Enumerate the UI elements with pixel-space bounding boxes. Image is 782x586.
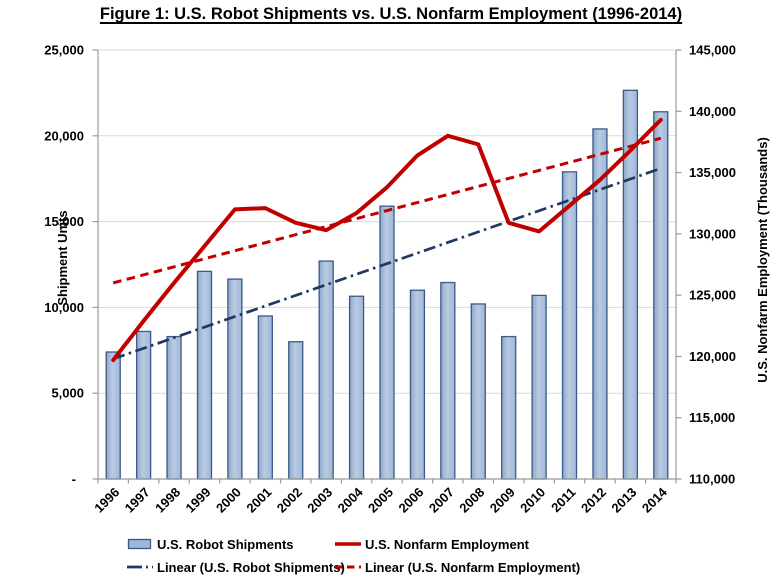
x-tick-label-2014: 2014	[639, 484, 671, 516]
left-axis-title: Shipment Units	[55, 210, 70, 306]
left-axis-tick-label: 5,000	[51, 386, 84, 401]
legend-label-nonfarm-employment: U.S. Nonfarm Employment	[365, 536, 529, 552]
right-axis-tick-label: 140,000	[689, 104, 736, 119]
x-tick-label-1996: 1996	[91, 485, 122, 516]
right-axis-title: U.S. Nonfarm Employment (Thousands)	[755, 137, 770, 383]
x-tick-label-2005: 2005	[365, 485, 396, 516]
bar-2000	[227, 278, 243, 480]
bar-2006	[409, 289, 426, 480]
bar-2011	[561, 171, 578, 480]
left-axis-tick-label: -	[72, 472, 76, 487]
legend-label-linear-robot-shipments: Linear (U.S. Robot Shipments)	[157, 559, 345, 575]
bar-2009	[501, 335, 517, 480]
left-axis-tick-label: 20,000	[44, 128, 84, 143]
right-axis-tick-label: 120,000	[689, 349, 736, 364]
x-tick-label-2001: 2001	[243, 485, 274, 516]
left-axis-tick-label: 10,000	[44, 300, 84, 315]
legend-label-robot-shipments: U.S. Robot Shipments	[157, 536, 294, 552]
x-tick-label-2006: 2006	[395, 485, 426, 516]
robot-shipments-trend-line	[112, 167, 662, 361]
bar-swatch-icon	[127, 538, 152, 550]
x-tick-label-2009: 2009	[487, 485, 518, 516]
x-tick-label-2002: 2002	[274, 485, 305, 516]
bar-2005	[379, 205, 395, 480]
x-tick-label-2011: 2011	[548, 485, 579, 516]
x-tick-label-1998: 1998	[152, 485, 183, 516]
right-axis-tick-label: 145,000	[689, 43, 736, 58]
legend-item-linear-nonfarm-employment: Linear (U.S. Nonfarm Employment)	[335, 559, 580, 575]
bar-1999	[196, 270, 213, 480]
legend-item-robot-shipments: U.S. Robot Shipments	[127, 536, 294, 552]
x-tick-label-2000: 2000	[213, 485, 244, 516]
right-axis-tick-label: 135,000	[689, 165, 736, 180]
solid-line-swatch-icon	[335, 542, 361, 546]
x-tick-label-2010: 2010	[517, 485, 548, 516]
bar-1997	[135, 330, 152, 480]
bar-2007	[440, 281, 456, 480]
left-axis-tick-label: 15,000	[44, 214, 84, 229]
x-tick-label-2012: 2012	[578, 485, 609, 516]
left-axis-tick-label: 25,000	[44, 43, 84, 58]
dashed-line-swatch-icon	[335, 565, 361, 569]
bar-2008	[470, 303, 486, 480]
legend-item-nonfarm-employment: U.S. Nonfarm Employment	[335, 536, 529, 552]
bar-2010	[531, 294, 547, 480]
bar-2001	[257, 315, 273, 480]
bar-2002	[288, 341, 304, 480]
right-axis-tick-label: 125,000	[689, 288, 736, 303]
x-tick-label-2013: 2013	[608, 485, 639, 516]
right-axis-tick-label: 130,000	[689, 226, 736, 241]
right-axis-tick-label: 115,000	[689, 410, 735, 425]
x-tick-label-1997: 1997	[122, 485, 153, 516]
bar-2003	[318, 260, 334, 480]
x-tick-label-2003: 2003	[304, 485, 335, 516]
right-axis-tick-label: 110,000	[689, 472, 735, 487]
x-tick-label-2007: 2007	[426, 485, 457, 516]
chart-title: Figure 1: U.S. Robot Shipments vs. U.S. …	[99, 5, 683, 23]
legend-item-linear-robot-shipments: Linear (U.S. Robot Shipments)	[127, 559, 345, 575]
bar-1996	[105, 351, 121, 480]
x-tick-label-1999: 1999	[183, 485, 214, 516]
bar-2004	[348, 295, 365, 480]
nonfarm-employment-line	[111, 117, 663, 363]
x-tick-label-2004: 2004	[335, 484, 367, 516]
x-tick-label-2008: 2008	[456, 485, 487, 516]
bar-2014	[653, 111, 669, 480]
nonfarm-employment-trend-line	[112, 136, 662, 285]
dash-dot-line-swatch-icon	[127, 565, 153, 569]
legend-label-linear-nonfarm-employment: Linear (U.S. Nonfarm Employment)	[365, 559, 581, 575]
chart-title-row: Figure 1: U.S. Robot Shipments vs. U.S. …	[0, 5, 782, 24]
bar-1998	[166, 335, 182, 480]
